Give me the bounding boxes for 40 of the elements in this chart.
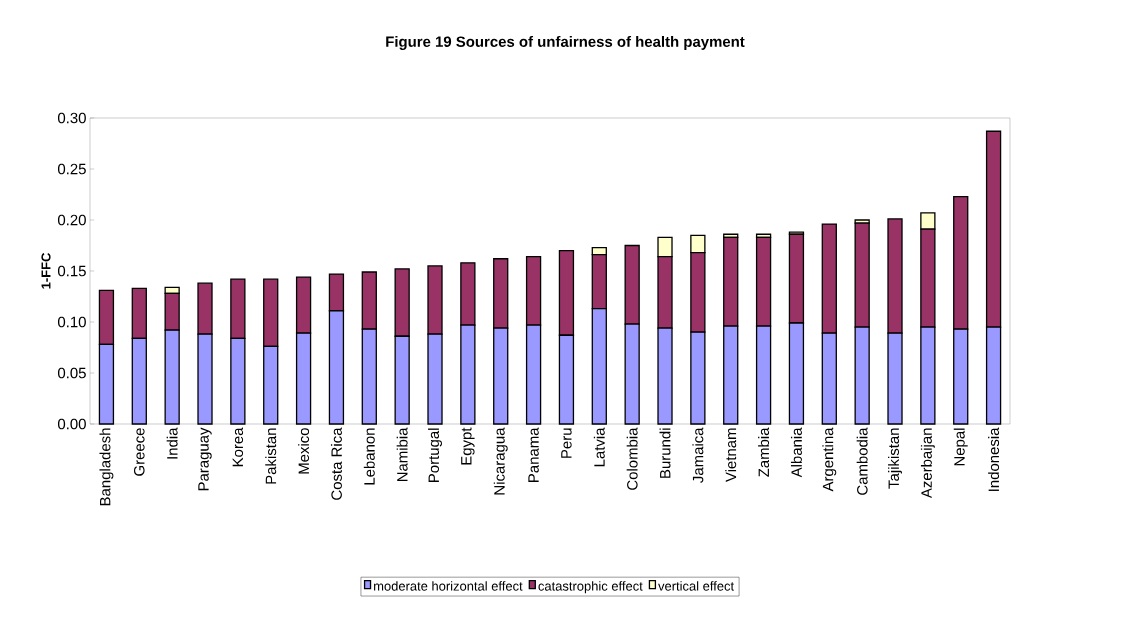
x-tick-label: Egypt: [461, 427, 475, 465]
x-tick-label: Cambodia: [856, 427, 868, 495]
y-tick-label: 0.20: [57, 214, 86, 226]
x-tick-label: Paraguay: [198, 427, 212, 491]
x-tick-label: Tajikistan: [888, 428, 902, 489]
x-tick-label: Panama: [528, 427, 539, 482]
y-tick-label: 0.05: [57, 367, 86, 379]
x-tick-label: Zambia: [758, 427, 770, 477]
x-tick-label: Burundi: [659, 428, 671, 478]
y-tick-label: 0.15: [57, 265, 86, 277]
y-tick-label: 0.00: [57, 418, 86, 430]
x-tick-label: Albania: [790, 427, 802, 478]
x-tick-label: Lebanon: [363, 428, 375, 485]
y-tick-label: 0.30: [57, 112, 86, 124]
y-tick-label: 0.25: [57, 163, 86, 175]
x-tick-label: Namibia: [396, 427, 408, 482]
x-tick-label: Jamaica: [692, 427, 704, 483]
x-tick-label: Colombia: [626, 427, 638, 490]
x-tick-label: Vietnam: [725, 428, 737, 482]
x-tick-label: Korea: [232, 427, 244, 467]
x-tick-label: Pakistan: [265, 428, 277, 484]
x-tick-label: India: [166, 427, 178, 459]
x-tick-label: Indonesia: [988, 427, 1000, 491]
x-tick-label: Argentina: [822, 427, 837, 492]
x-tick-label: Nicaragua: [493, 427, 508, 495]
legend-label: moderate horizontal effect: [374, 581, 523, 591]
x-tick-label: Bangladesh: [99, 428, 114, 506]
x-tick-label: Peru: [561, 428, 572, 458]
x-tick-label: Latvia: [593, 427, 605, 467]
legend-label: vertical effect: [658, 581, 735, 591]
x-tick-label: Nepal: [953, 428, 968, 466]
chart-title: Figure 19 Sources of unfairness of health payment: [386, 35, 745, 50]
x-tick-label: Costa Rica: [330, 427, 342, 500]
x-tick-label: Azerbaijan: [920, 428, 935, 499]
y-tick-label: 0.10: [57, 316, 86, 328]
y-axis-title: 1-FFC: [41, 252, 51, 289]
x-tick-label: Mexico: [298, 428, 310, 474]
legend-label: catastrophic effect: [538, 581, 643, 594]
x-tick-label: Portugal: [428, 428, 442, 482]
x-tick-label: Greece: [134, 428, 145, 476]
